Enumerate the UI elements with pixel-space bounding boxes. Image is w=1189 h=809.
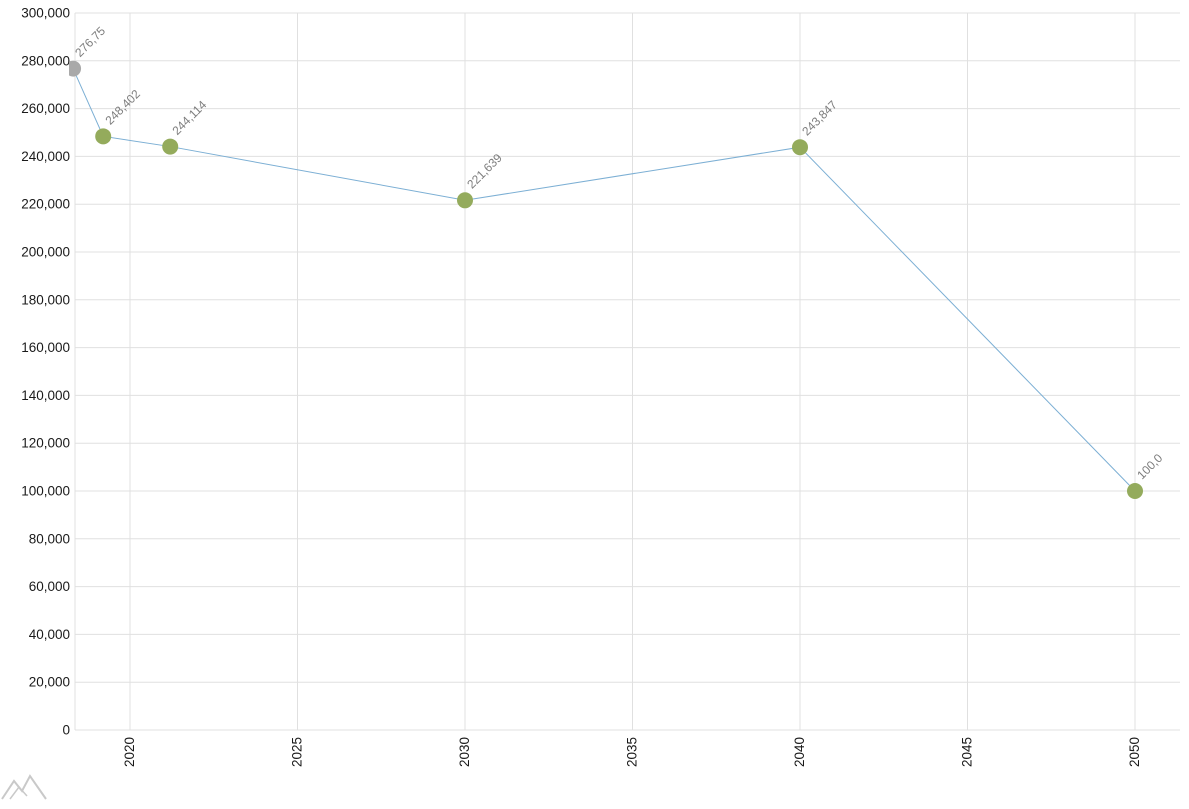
data-point-label: 276,75 [72,24,108,60]
mountain-peaks-icon [1,774,47,800]
y-axis-tick-label: 60,000 [29,579,70,594]
data-point-label: 100,0 [1134,451,1165,482]
y-axis-tick-label: 260,000 [21,101,70,116]
y-axis-tick-label: 20,000 [29,675,70,690]
y-axis-tick-label: 280,000 [21,53,70,68]
data-point-marker[interactable] [1127,483,1143,499]
x-axis-tick-label: 2040 [792,737,807,767]
x-axis-tick-label: 2050 [1127,737,1142,767]
y-axis-tick-label: 240,000 [21,149,70,164]
y-axis-tick-label: 180,000 [21,292,70,307]
y-axis-tick-label: 40,000 [29,627,70,642]
y-axis-tick-label: 160,000 [21,340,70,355]
series [65,60,1143,499]
x-axis-tick-label: 2035 [625,737,640,767]
y-axis-tick-label: 220,000 [21,197,70,212]
data-point-marker[interactable] [65,60,82,77]
data-point-label: 248,402 [102,87,143,128]
y-axis-tick-label: 100,000 [21,484,70,499]
y-axis-tick-label: 200,000 [21,245,70,260]
mountains-logo-watermark[interactable] [0,772,52,802]
series-line [72,68,1136,492]
data-point-marker[interactable] [95,128,112,145]
x-axis-tick-label: 2025 [290,737,305,767]
y-axis-tick-label: 120,000 [21,436,70,451]
x-axis-tick-label: 2030 [457,737,472,767]
x-axis-tick-label: 2045 [960,737,975,767]
data-point-label: 244,114 [169,98,209,138]
x-axis: 2020 2025 2030 2035 2040 2045 2050 [122,737,1142,767]
x-axis-tick-label: 2020 [122,737,137,767]
data-point-marker[interactable] [792,139,808,156]
data-point-label: 243,847 [799,98,840,139]
mountain-peaks-small-icon [9,785,28,800]
y-axis-tick-label: 80,000 [29,531,70,546]
data-point-marker[interactable] [457,192,473,209]
gridlines [74,12,1180,731]
y-axis-tick-label: 140,000 [21,388,70,403]
data-point-marker[interactable] [162,138,179,155]
y-axis-tick-label: 300,000 [21,6,70,21]
y-axis-tick-label: 0 [62,723,70,738]
y-axis: 0 20,000 40,000 60,000 80,000 100,000 120,000 1… [21,6,70,738]
